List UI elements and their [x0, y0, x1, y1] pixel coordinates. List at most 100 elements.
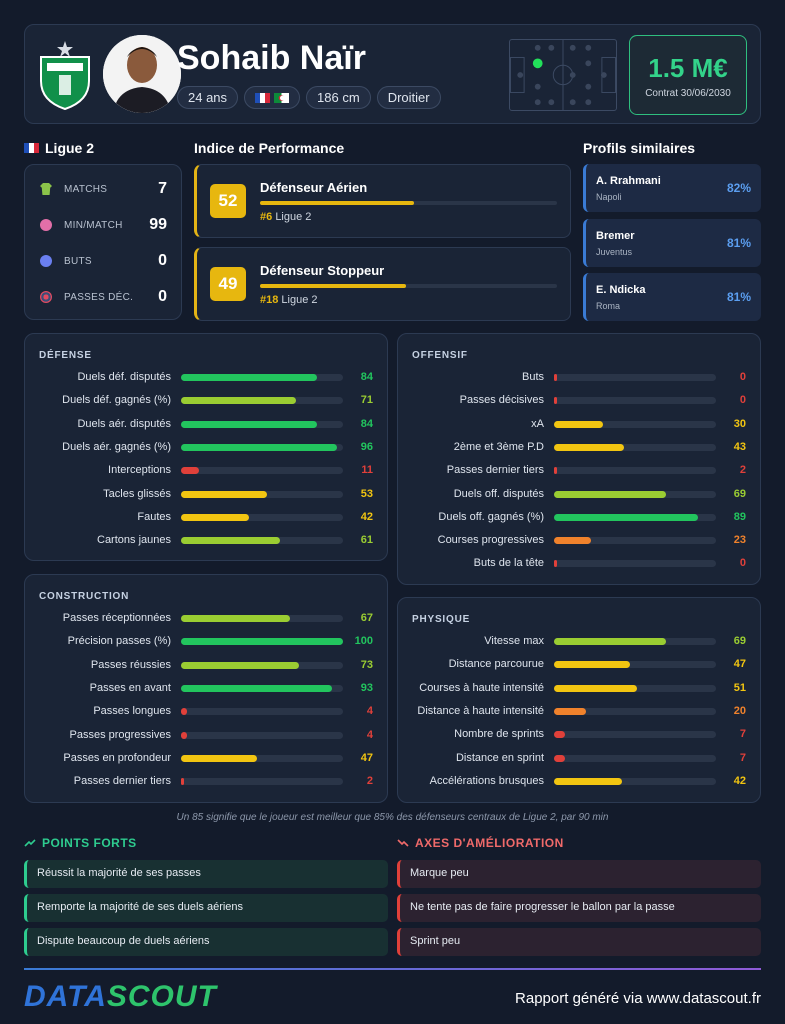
metric-label: Courses progressives [437, 534, 544, 547]
metric-row: Passes dernier tiers 2 [25, 771, 387, 793]
metric-row: Accélérations brusques 42 [398, 771, 760, 793]
similar-player-card[interactable]: E. Ndicka Roma 81% [583, 273, 761, 321]
metric-bar [554, 731, 716, 739]
metric-value: 0 [739, 557, 746, 570]
metric-row: Passes dernier tiers 2 [398, 460, 760, 482]
metric-bar-fill [181, 615, 290, 622]
metric-bar [181, 615, 343, 622]
metric-bar-fill [554, 490, 666, 498]
metric-label: Passes en avant [89, 681, 171, 694]
metric-bar-fill [181, 467, 199, 475]
metric-label: xA [531, 417, 544, 430]
metric-label: Distance parcourue [448, 658, 544, 671]
metric-label: Duels déf. disputés [77, 371, 171, 383]
metric-value: 0 [739, 394, 746, 407]
metric-row: Buts 0 [398, 367, 760, 389]
metric-row: Buts de la tête 0 [398, 553, 760, 575]
metric-bar-fill [554, 537, 592, 545]
metric-row: Duels aér. gagnés (%) 96 [25, 437, 387, 459]
metric-bar [554, 777, 716, 785]
datascout-logo: DATASCOUT [24, 980, 217, 1013]
metric-bar [554, 374, 716, 381]
metric-bar [554, 707, 716, 715]
similar-player-card[interactable]: Bremer Juventus 81% [583, 219, 761, 267]
metric-value: 93 [360, 681, 373, 694]
age-pill: 24 ans [177, 86, 239, 109]
metric-bar-fill [181, 661, 300, 669]
metric-row: Duels off. disputés 69 [398, 484, 760, 506]
metric-row: Distance en sprint 7 [398, 748, 760, 770]
similar-player-card[interactable]: A. Rrahmani Napoli 82% [583, 164, 761, 212]
metric-bar [181, 778, 343, 786]
metric-bar-fill [554, 467, 558, 475]
panel-title: CONSTRUCTION [39, 591, 130, 602]
metric-label: Précision passes (%) [67, 635, 171, 648]
metric-bar-fill [554, 560, 558, 568]
metric-value: 47 [733, 658, 746, 671]
metric-bar [554, 684, 716, 692]
metric-row: Distance parcourue 47 [398, 654, 760, 676]
performance-rank: #18 Ligue 2 [260, 294, 318, 306]
panel-title: OFFENSIF [412, 350, 468, 361]
metric-value: 4 [366, 728, 373, 741]
percentile-footnote: Un 85 signifie que le joueur est meilleu… [176, 812, 609, 823]
metric-bar-fill [554, 397, 558, 405]
strength-item: Remporte la majorité de ses duels aérien… [24, 894, 388, 922]
metric-row: Passes réceptionnées 67 [25, 608, 387, 630]
metric-label: Fautes [137, 510, 171, 523]
metric-bar [554, 537, 716, 545]
performance-profile-aerial: 52 Défenseur Aérien #6 Ligue 2 [194, 164, 571, 238]
metric-label: Duels off. disputés [453, 487, 544, 500]
physique-panel: PHYSIQUE Vitesse max 69 Distance parcourue… [397, 597, 761, 803]
metric-bar-fill [181, 397, 297, 405]
metric-bar [181, 661, 343, 669]
season-stat-goals: BUTS 0 [25, 243, 181, 279]
height-pill: 186 cm [306, 86, 371, 109]
france-flag-icon [255, 92, 271, 103]
metric-bar-fill [181, 731, 188, 739]
algeria-flag-icon [274, 92, 290, 103]
player-header: Sohaib Naïr 24 ans 186 cm Droitier 1.5 M… [24, 24, 761, 124]
season-stats-card: MATCHS 7 MIN/MATCH 99 BUTS 0 PASSES DÉC.… [24, 164, 182, 320]
metric-value: 53 [360, 487, 373, 500]
metric-bar [554, 397, 716, 405]
ball-icon [40, 255, 52, 267]
metric-bar-fill [181, 638, 343, 646]
improvements-title: AXES D'AMÉLIORATION [397, 836, 564, 850]
metric-row: Vitesse max 69 [398, 631, 760, 653]
metric-bar [554, 490, 716, 498]
metric-bar-fill [181, 443, 337, 451]
improvement-item: Sprint peu [397, 928, 761, 956]
metric-value: 43 [733, 440, 746, 453]
metric-row: Passes réussies 73 [25, 655, 387, 677]
offense-panel: OFFENSIF Buts 0 Passes décisives 0 xA 30 2ème … [397, 333, 761, 585]
metric-bar-fill [181, 374, 318, 381]
nationality-pill [244, 86, 301, 109]
metric-value: 2 [739, 464, 746, 477]
metric-row: Tacles glissés 53 [25, 484, 387, 506]
metric-bar-fill [554, 684, 637, 692]
performance-profile-name: Défenseur Aérien [260, 180, 368, 195]
performance-score: 52 [210, 184, 246, 218]
metric-label: Passes en profondeur [63, 751, 171, 764]
metric-value: 23 [733, 534, 746, 547]
metric-value: 84 [360, 371, 373, 383]
metric-bar-fill [181, 513, 250, 521]
metric-bar-fill [554, 661, 631, 669]
metric-bar [181, 443, 343, 451]
construction-panel: CONSTRUCTION Passes réceptionnées 67 Préci… [24, 574, 388, 803]
metric-bar-fill [181, 490, 267, 498]
metric-value: 89 [733, 510, 746, 523]
metric-bar [181, 374, 343, 381]
metric-row: Fautes 42 [25, 507, 387, 529]
metric-bar-fill [554, 754, 566, 762]
metric-row: Distance à haute intensité 20 [398, 701, 760, 723]
metric-bar-fill [554, 638, 666, 645]
improvement-item: Ne tente pas de faire progresser le ball… [397, 894, 761, 922]
performance-profile-stopper: 49 Défenseur Stoppeur #18 Ligue 2 [194, 247, 571, 321]
target-icon [40, 291, 52, 303]
footer-divider [24, 968, 761, 970]
metric-row: Duels déf. gagnés (%) 71 [25, 390, 387, 412]
metric-bar [181, 467, 343, 475]
metric-label: Passes progressives [69, 728, 172, 741]
